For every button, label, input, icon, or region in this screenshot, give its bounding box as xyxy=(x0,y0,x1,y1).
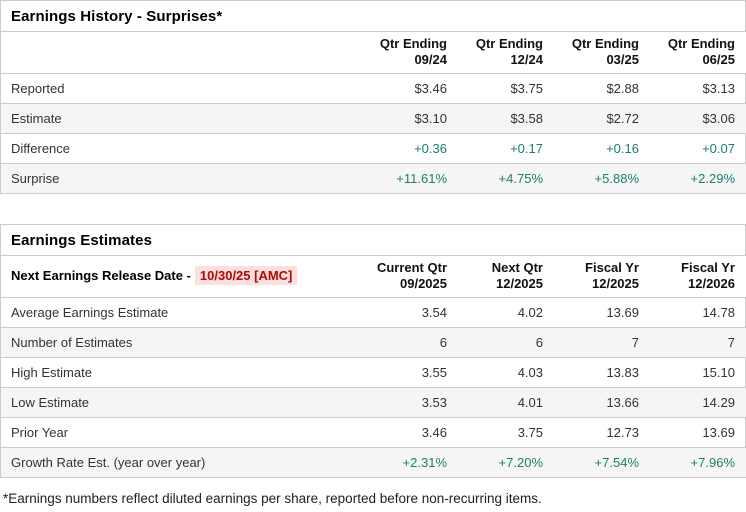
table-row-high-estimate: High Estimate 3.55 4.03 13.83 15.10 xyxy=(1,357,746,388)
row-label: Number of Estimates xyxy=(1,327,363,358)
estimates-column-header: Fiscal Yr 12/2026 xyxy=(651,256,746,298)
cell-value: 13.69 xyxy=(651,417,746,448)
cell-value: +11.61% xyxy=(363,163,459,193)
cell-value: 7 xyxy=(651,327,746,358)
cell-value: 4.01 xyxy=(459,387,555,418)
table-row-low-estimate: Low Estimate 3.53 4.01 13.66 14.29 xyxy=(1,387,746,418)
cell-value: +7.96% xyxy=(651,447,746,477)
table-row-average-earnings-estimate: Average Earnings Estimate 3.54 4.02 13.6… xyxy=(1,298,746,328)
cell-value: +4.75% xyxy=(459,163,555,193)
cell-value: 3.55 xyxy=(363,357,459,388)
cell-value: $2.72 xyxy=(555,103,651,134)
cell-value: +7.20% xyxy=(459,447,555,477)
cell-value: $3.13 xyxy=(702,81,735,96)
cell-value: +2.31% xyxy=(363,447,459,477)
cell-value: +0.36 xyxy=(363,133,459,164)
cell-value: 15.10 xyxy=(651,357,746,388)
history-header-corner xyxy=(1,32,363,74)
cell-value: $3.75 xyxy=(510,81,543,96)
row-label: Surprise xyxy=(1,163,363,193)
table-row-growth-rate-estimate: Growth Rate Est. (year over year) +2.31%… xyxy=(1,447,746,477)
estimates-column-header: Fiscal Yr 12/2025 xyxy=(555,256,651,298)
release-date-label: Next Earnings Release Date - xyxy=(11,268,191,283)
cell-value: 3.53 xyxy=(363,387,459,418)
earnings-estimates-title: Earnings Estimates xyxy=(1,225,745,256)
row-label: Average Earnings Estimate xyxy=(11,305,169,320)
history-column-header: Qtr Ending 09/24 xyxy=(363,32,459,74)
earnings-history-card: Earnings History - Surprises* Qtr Ending… xyxy=(0,0,746,194)
cell-value: 13.66 xyxy=(555,387,651,418)
cell-value: $3.10 xyxy=(363,103,459,134)
row-label: Prior Year xyxy=(1,417,363,448)
estimates-column-header: Current Qtr 09/2025 xyxy=(363,256,459,298)
row-label: Low Estimate xyxy=(1,387,363,418)
cell-value: 13.83 xyxy=(555,357,651,388)
cell-value: 7 xyxy=(555,327,651,358)
cell-value: $3.06 xyxy=(651,103,746,134)
row-label: Reported xyxy=(11,81,65,96)
earnings-estimates-table: Next Earnings Release Date -10/30/25 [AM… xyxy=(1,256,746,477)
earnings-estimates-card: Earnings Estimates Next Earnings Release… xyxy=(0,224,746,478)
estimates-column-header: Next Qtr 12/2025 xyxy=(459,256,555,298)
row-label: High Estimate xyxy=(1,357,363,388)
history-header-row: Qtr Ending 09/24 Qtr Ending 12/24 Qtr Endi… xyxy=(1,32,746,74)
row-label: Growth Rate Est. (year over year) xyxy=(1,447,363,477)
cell-value: +5.88% xyxy=(555,163,651,193)
earnings-history-table: Qtr Ending 09/24 Qtr Ending 12/24 Qtr Endi… xyxy=(1,32,746,193)
cell-value: +7.54% xyxy=(555,447,651,477)
table-row-estimate: Estimate $3.10 $3.58 $2.72 $3.06 xyxy=(1,103,746,134)
history-column-header: Qtr Ending 03/25 xyxy=(555,32,651,74)
cell-value: +2.29% xyxy=(651,163,746,193)
release-date-badge: 10/30/25 [AMC] xyxy=(194,266,298,285)
cell-value: 3.46 xyxy=(363,417,459,448)
cell-value: $3.46 xyxy=(414,81,447,96)
cell-value: 3.54 xyxy=(421,305,447,320)
cell-value: +0.16 xyxy=(555,133,651,164)
cell-value: 3.75 xyxy=(459,417,555,448)
cell-value: $3.58 xyxy=(459,103,555,134)
table-row-reported: Reported $3.46 $3.75 $2.88 $3.13 xyxy=(1,74,746,104)
history-column-header: Qtr Ending 12/24 xyxy=(459,32,555,74)
row-label: Difference xyxy=(1,133,363,164)
cell-value: +0.17 xyxy=(459,133,555,164)
estimates-header-row: Next Earnings Release Date -10/30/25 [AM… xyxy=(1,256,746,298)
table-row-prior-year: Prior Year 3.46 3.75 12.73 13.69 xyxy=(1,417,746,448)
cell-value: 13.69 xyxy=(606,305,639,320)
cell-value: 14.29 xyxy=(651,387,746,418)
cell-value: 6 xyxy=(459,327,555,358)
cell-value: 4.02 xyxy=(517,305,543,320)
next-earnings-release: Next Earnings Release Date -10/30/25 [AM… xyxy=(1,256,363,298)
table-row-number-of-estimates: Number of Estimates 6 6 7 7 xyxy=(1,327,746,358)
earnings-footnote: *Earnings numbers reflect diluted earnin… xyxy=(3,491,542,506)
cell-value: 14.78 xyxy=(702,305,735,320)
history-column-header: Qtr Ending 06/25 xyxy=(651,32,746,74)
cell-value: 6 xyxy=(363,327,459,358)
row-label: Estimate xyxy=(1,103,363,134)
cell-value: 4.03 xyxy=(459,357,555,388)
earnings-history-title: Earnings History - Surprises* xyxy=(1,1,745,32)
cell-value: 12.73 xyxy=(555,417,651,448)
cell-value: $2.88 xyxy=(606,81,639,96)
table-row-surprise: Surprise +11.61% +4.75% +5.88% +2.29% xyxy=(1,163,746,193)
cell-value: +0.07 xyxy=(651,133,746,164)
table-row-difference: Difference +0.36 +0.17 +0.16 +0.07 xyxy=(1,133,746,164)
